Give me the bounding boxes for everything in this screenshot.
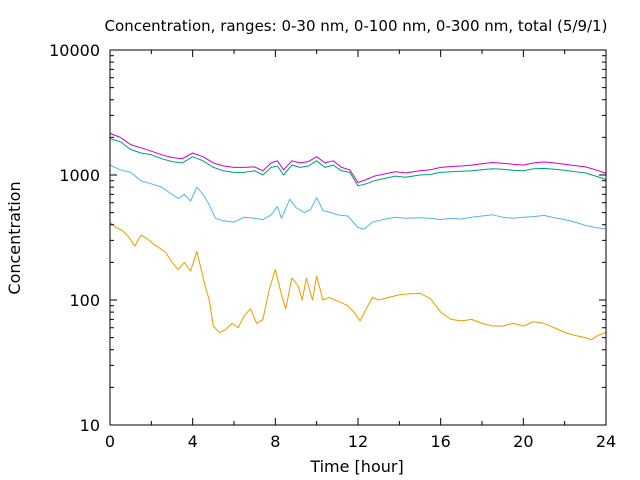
plot-frame xyxy=(109,49,607,426)
y-tick-label: 1000 xyxy=(59,166,100,185)
x-tick-label: 24 xyxy=(596,432,616,451)
x-axis: 0 4 8 12 16 20 24 xyxy=(105,50,616,451)
series-line-1 xyxy=(109,164,607,230)
y-tick-label: 100 xyxy=(69,291,100,310)
x-tick-label: 12 xyxy=(348,432,368,451)
y-tick-label: 10 xyxy=(80,416,100,435)
x-tick-label: 8 xyxy=(270,432,280,451)
series-line-2 xyxy=(109,138,607,187)
y-axis-label: Concentration xyxy=(5,181,24,294)
chart-title: Concentration, ranges: 0-30 nm, 0-100 nm… xyxy=(105,17,608,35)
x-tick-label: 0 xyxy=(105,432,115,451)
x-axis-label: Time [hour] xyxy=(309,457,403,476)
series-line-0 xyxy=(109,221,607,341)
x-tick-label: 16 xyxy=(430,432,450,451)
y-axis: 10 100 1000 10000 xyxy=(49,41,606,435)
x-tick-label: 4 xyxy=(188,432,198,451)
series-line-3 xyxy=(109,132,607,184)
y-tick-label: 10000 xyxy=(49,41,100,60)
x-tick-label: 20 xyxy=(513,432,533,451)
series-layer xyxy=(109,132,607,341)
